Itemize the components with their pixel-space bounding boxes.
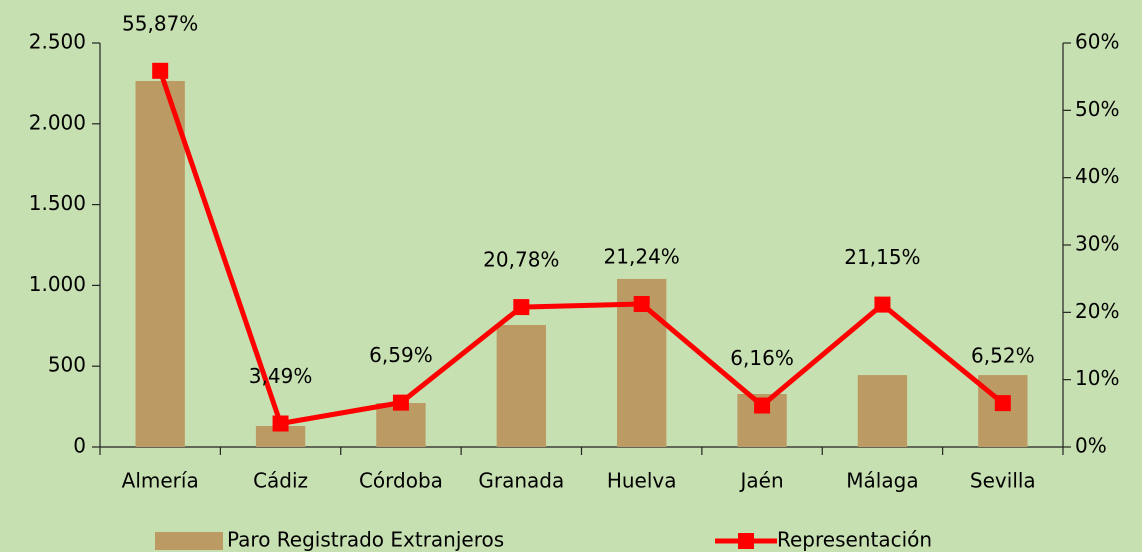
y2-tick-label: 40% [1075, 164, 1119, 188]
y-tick-label: 2.500 [29, 30, 86, 54]
y2-tick-label: 0% [1075, 434, 1107, 458]
y2-tick-label: 20% [1075, 299, 1119, 323]
x-tick-label: Córdoba [359, 469, 443, 493]
marker [754, 397, 771, 414]
data-label: 6,16% [730, 346, 794, 370]
legend-marker [738, 533, 754, 549]
y2-tick-label: 30% [1075, 232, 1119, 256]
legend-label: Representación [777, 528, 932, 552]
x-tick-label: Cádiz [253, 469, 308, 493]
data-label: 21,24% [604, 244, 680, 268]
marker [392, 394, 409, 411]
y-tick-label: 500 [48, 353, 86, 377]
x-tick-label: Málaga [846, 469, 918, 493]
marker [513, 299, 530, 316]
bar [496, 324, 546, 447]
y2-tick-label: 50% [1075, 97, 1119, 121]
line [157, 70, 1005, 427]
data-label: 6,59% [369, 343, 433, 367]
y-tick-label: 0 [73, 434, 86, 458]
x-tick-label: Sevilla [970, 469, 1036, 493]
data-label: 21,15% [844, 245, 920, 269]
bar [857, 375, 908, 447]
marker [874, 296, 891, 313]
data-label: 6,52% [971, 344, 1035, 368]
marker [994, 395, 1011, 412]
marker [272, 415, 289, 432]
data-label: 20,78% [483, 248, 559, 272]
x-tick-label: Jaén [738, 469, 783, 493]
legend-swatch [155, 532, 223, 550]
bar [255, 425, 306, 447]
y-tick-label: 1.000 [29, 272, 86, 296]
data-label: 55,87% [122, 11, 198, 35]
legend-label: Paro Registrado Extranjeros [227, 528, 504, 552]
y2-tick-label: 60% [1075, 30, 1119, 54]
marker [633, 295, 650, 312]
data-label: 3,49% [249, 364, 313, 388]
marker [152, 62, 169, 79]
y-tick-label: 1.500 [29, 191, 86, 215]
x-tick-label: Huelva [607, 469, 677, 493]
x-tick-label: Almería [122, 469, 199, 493]
x-tick-label: Granada [478, 469, 564, 493]
y-tick-label: 2.000 [29, 110, 86, 134]
y2-tick-label: 10% [1075, 366, 1119, 390]
bar [135, 80, 185, 447]
